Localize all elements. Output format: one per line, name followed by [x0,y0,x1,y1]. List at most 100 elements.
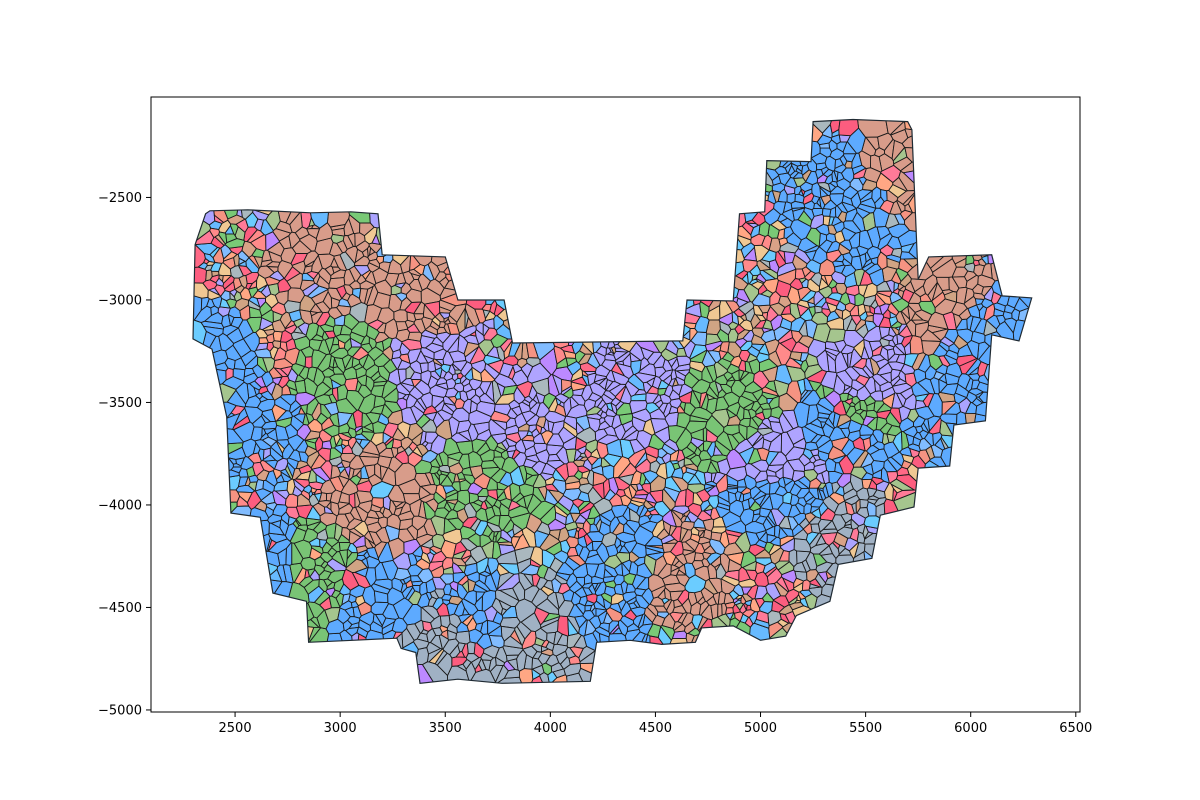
voronoi-cell [786,426,805,445]
voronoi-cell [1004,304,1016,314]
voronoi-cell [383,387,399,403]
voronoi-cell [566,572,578,589]
voronoi-cell [591,575,605,585]
voronoi-cell [760,495,774,511]
voronoi-cell [349,506,363,522]
voronoi-cell [822,422,835,438]
voronoi-cell [453,600,465,617]
voronoi-cell [483,327,498,341]
voronoi-cell [981,298,994,309]
voronoi-cell [473,642,485,659]
voronoi-cell [981,255,989,265]
voronoi-cell [703,578,719,595]
voronoi-cell [451,373,459,382]
voronoi-cell [834,158,844,169]
voronoi-cell [755,610,770,624]
voronoi-cell [759,358,778,373]
voronoi-cell [857,203,877,214]
voronoi-cell [410,405,425,423]
voronoi-cell [638,623,654,635]
voronoi-cell [213,214,224,224]
voronoi-cell [346,548,353,560]
voronoi-cell [878,316,892,329]
voronoi-cell [423,355,435,364]
voronoi-cell [407,422,424,441]
voronoi-cell [742,329,755,342]
voronoi-cell [334,523,343,542]
voronoi-cell [676,355,692,367]
voronoi-cell [477,487,489,498]
voronoi-cell [629,508,641,523]
voronoi-cell [737,486,748,494]
voronoi-cell [374,541,388,559]
voronoi-cell [685,467,698,476]
voronoi-cell [810,448,820,457]
voronoi-cell [254,439,272,451]
voronoi-cell [605,347,612,355]
voronoi-cell [615,402,633,416]
voronoi-cell-group [193,119,1032,684]
voronoi-cell [578,667,612,684]
voronoi-cell [373,352,391,368]
voronoi-cell [779,317,793,331]
voronoi-cell [859,498,869,509]
voronoi-cell [312,521,328,534]
voronoi-cell [536,576,548,590]
voronoi-cell [751,343,765,352]
voronoi-cell [857,284,868,297]
voronoi-cell [541,662,553,676]
voronoi-cell [406,323,421,333]
voronoi-cell [288,231,301,249]
voronoi-cell [788,504,801,518]
voronoi-cell [751,513,761,523]
voronoi-cell [266,381,277,396]
voronoi-cell [821,301,830,310]
voronoi-cell [832,260,845,268]
voronoi-cell [529,402,541,416]
voronoi-cell [503,635,523,649]
voronoi-cell [275,440,285,454]
voronoi-cell [662,374,673,386]
voronoi-cell [334,314,346,327]
voronoi-cell [715,563,727,580]
voronoi-cell [501,606,518,619]
voronoi-cell [259,395,269,403]
voronoi-cell [357,384,372,399]
voronoi-cell [439,312,450,320]
voronoi-cell [646,351,662,366]
voronoi-cell [748,611,759,625]
voronoi-cell [663,486,680,504]
axes-frame [150,96,1081,713]
voronoi-cell [918,300,936,316]
voronoi-cell [579,362,597,372]
voronoi-cell [734,324,746,335]
voronoi-cell [790,330,804,344]
x-tick-label: 6000 [954,721,987,736]
voronoi-cell [596,594,606,608]
voronoi-cell [879,244,894,257]
voronoi-cell [993,308,1005,317]
voronoi-cell [829,193,844,207]
voronoi-cell [565,646,577,659]
voronoi-cell [966,339,980,360]
voronoi-cell [420,392,433,409]
voronoi-cell [578,477,590,486]
voronoi-cell [283,266,301,282]
voronoi-cell [658,402,668,415]
y-axis-ticks: −2500 −3000 −3500 −4000 −4500 −5000 [98,191,151,718]
voronoi-cell [777,476,786,489]
voronoi-cell [545,541,562,556]
voronoi-cell [792,358,804,366]
voronoi-cell [697,442,705,453]
voronoi-cell [717,590,726,605]
voronoi-cell [598,377,608,390]
voronoi-cell [869,305,876,315]
voronoi-cell [397,368,407,384]
voronoi-cell [572,562,589,578]
voronoi-cell [829,180,839,188]
voronoi-cell [518,668,534,684]
voronoi-cell [478,573,487,585]
voronoi-cell [416,443,429,457]
voronoi-cell [319,539,327,549]
voronoi-cell [579,452,587,458]
